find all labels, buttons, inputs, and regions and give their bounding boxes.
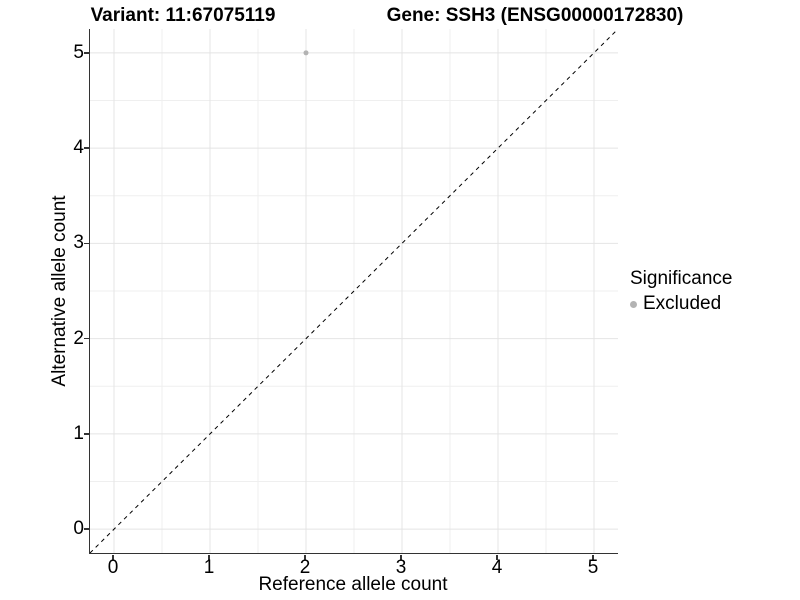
identity-line — [90, 29, 618, 553]
y-tick-label: 0 — [73, 518, 84, 540]
x-tick-label: 4 — [491, 557, 503, 578]
x-tick-mark — [400, 554, 402, 560]
y-tick-mark — [84, 337, 89, 340]
y-tick-mark — [84, 433, 89, 435]
x-tick-label: 3 — [395, 557, 407, 578]
x-tick-label: 5 — [587, 557, 599, 578]
plot-title-gene: Gene: SSH3 (ENSG00000172830) — [386, 5, 684, 26]
x-tick-mark — [496, 554, 498, 560]
y-tick-mark — [84, 528, 89, 530]
y-tick-mark — [84, 147, 89, 149]
y-tick-label: 5 — [73, 41, 84, 63]
y-tick-mark — [84, 52, 89, 54]
legend-label: Excluded — [643, 293, 722, 314]
x-tick-mark — [112, 554, 114, 560]
y-tick-label: 2 — [73, 327, 84, 349]
y-tick-label: 3 — [73, 232, 84, 254]
plot-area — [90, 29, 618, 553]
x-tick-mark — [304, 554, 306, 560]
x-tick-mark — [592, 554, 594, 560]
legend-entry: Excluded — [630, 293, 732, 315]
legend: Significance Excluded — [630, 268, 732, 315]
plot-panel — [89, 29, 618, 554]
y-tick-label: 4 — [73, 137, 84, 159]
y-axis-title: Alternative allele count — [49, 195, 70, 387]
x-tick-label: 1 — [203, 557, 215, 578]
x-tick-mark — [208, 554, 210, 560]
x-tick-label: 2 — [299, 557, 311, 578]
y-tick-mark — [84, 242, 89, 245]
y-tick-label: 1 — [73, 422, 84, 444]
x-tick-label: 0 — [107, 557, 119, 578]
x-axis-title: Reference allele count — [258, 574, 448, 595]
legend-title: Significance — [630, 268, 733, 289]
legend-key-dot — [630, 300, 637, 308]
legend-entries: Excluded — [630, 293, 732, 315]
data-point — [303, 50, 309, 56]
plot-title-variant: Variant: 11:67075119 — [90, 5, 276, 26]
